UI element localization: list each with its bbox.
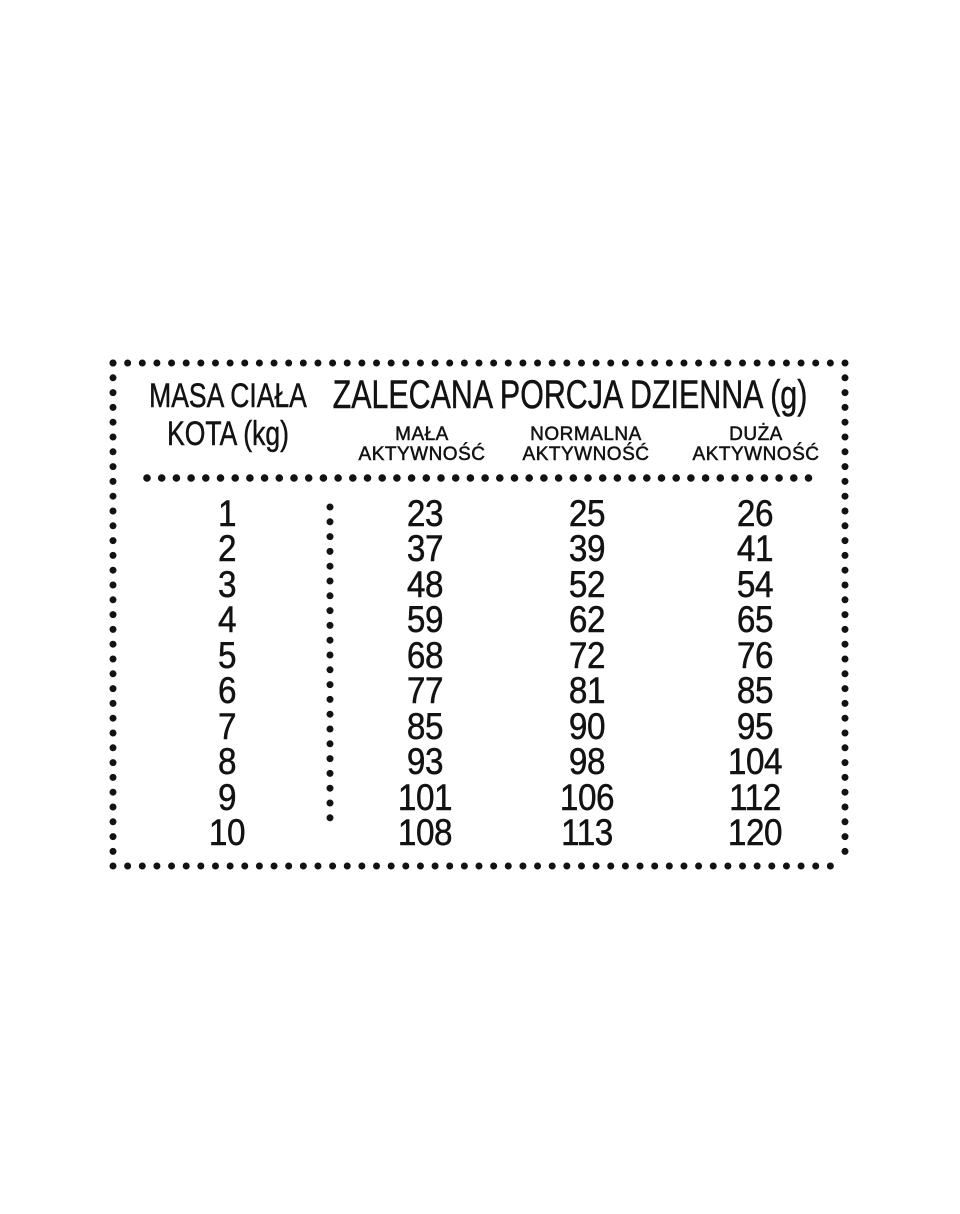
table-row: 5 68 72 76 xyxy=(113,634,845,676)
table-row: 8 93 98 104 xyxy=(113,741,845,783)
cell-low-activity: 93 xyxy=(406,741,444,783)
table-row: 10 108 113 120 xyxy=(113,811,845,853)
subheader-high-activity: DUŻA AKTYWNOŚĆ xyxy=(692,424,820,465)
table-row: 6 77 81 85 xyxy=(113,670,845,712)
cell-low-activity: 68 xyxy=(406,634,444,676)
cell-low-activity: 37 xyxy=(406,528,444,570)
cell-high-activity: 120 xyxy=(727,811,783,853)
cell-normal-activity: 81 xyxy=(568,670,606,712)
cell-normal-activity: 62 xyxy=(568,599,606,641)
cell-low-activity: 77 xyxy=(406,670,444,712)
cell-high-activity: 112 xyxy=(729,776,782,818)
table-row: 7 85 90 95 xyxy=(113,705,845,747)
subheader-high-activity-line2: AKTYWNOŚĆ xyxy=(692,443,820,465)
cell-weight-kg: 9 xyxy=(217,776,237,818)
cell-high-activity: 76 xyxy=(736,634,774,676)
cell-high-activity: 85 xyxy=(736,670,774,712)
cell-weight-kg: 8 xyxy=(217,741,237,783)
cell-normal-activity: 72 xyxy=(568,634,606,676)
subheader-low-activity-line2: AKTYWNOŚĆ xyxy=(358,443,486,465)
cell-normal-activity: 98 xyxy=(568,741,606,783)
subheader-normal-activity-line2: AKTYWNOŚĆ xyxy=(522,443,650,465)
cell-high-activity: 95 xyxy=(736,705,774,747)
table-rows: 1 23 25 26 2 37 39 41 3 48 52 54 4 59 62… xyxy=(113,493,845,853)
subheader-normal-activity-line1: NORMALNA xyxy=(530,424,642,445)
cell-normal-activity: 52 xyxy=(568,563,606,605)
weight-header-line2: KOTA (kg) xyxy=(167,415,289,453)
cell-high-activity: 54 xyxy=(736,563,774,605)
subheader-low-activity-line1: MAŁA xyxy=(395,424,449,445)
cell-weight-kg: 4 xyxy=(217,599,237,641)
cell-weight-kg: 5 xyxy=(217,634,237,676)
cell-high-activity: 26 xyxy=(736,493,774,534)
weight-header-line1: MASA CIAŁA xyxy=(149,377,307,415)
subheader-low-activity: MAŁA AKTYWNOŚĆ xyxy=(358,424,486,465)
cell-normal-activity: 90 xyxy=(568,705,606,747)
cell-high-activity: 41 xyxy=(736,528,774,570)
cell-low-activity: 101 xyxy=(397,776,453,818)
cell-normal-activity: 106 xyxy=(559,776,615,818)
table-row: 9 101 106 112 xyxy=(113,776,845,818)
cell-weight-kg: 6 xyxy=(217,670,237,712)
cell-normal-activity: 39 xyxy=(568,528,606,570)
cell-low-activity: 59 xyxy=(406,599,444,641)
subheader-high-activity-line1: DUŻA xyxy=(729,424,783,445)
cell-weight-kg: 3 xyxy=(217,563,237,605)
cell-weight-kg: 7 xyxy=(217,705,237,747)
cell-high-activity: 65 xyxy=(736,599,774,641)
table-row: 3 48 52 54 xyxy=(113,563,845,605)
cell-weight-kg: 2 xyxy=(217,528,237,570)
cell-low-activity: 108 xyxy=(397,811,453,853)
cell-normal-activity: 113 xyxy=(561,811,614,853)
cell-low-activity: 23 xyxy=(406,493,444,534)
table-row: 2 37 39 41 xyxy=(113,528,845,570)
cell-weight-kg: 10 xyxy=(208,811,246,853)
cell-normal-activity: 25 xyxy=(568,493,606,534)
cell-high-activity: 104 xyxy=(727,741,783,783)
table-row: 1 23 25 26 xyxy=(113,493,845,534)
subheader-normal-activity: NORMALNA AKTYWNOŚĆ xyxy=(522,424,650,465)
table-row: 4 59 62 65 xyxy=(113,599,845,641)
portion-header: ZALECANA PORCJA DZIENNA (g) xyxy=(332,373,808,417)
cell-weight-kg: 1 xyxy=(217,493,237,534)
cell-low-activity: 48 xyxy=(406,563,444,605)
cell-low-activity: 85 xyxy=(406,705,444,747)
